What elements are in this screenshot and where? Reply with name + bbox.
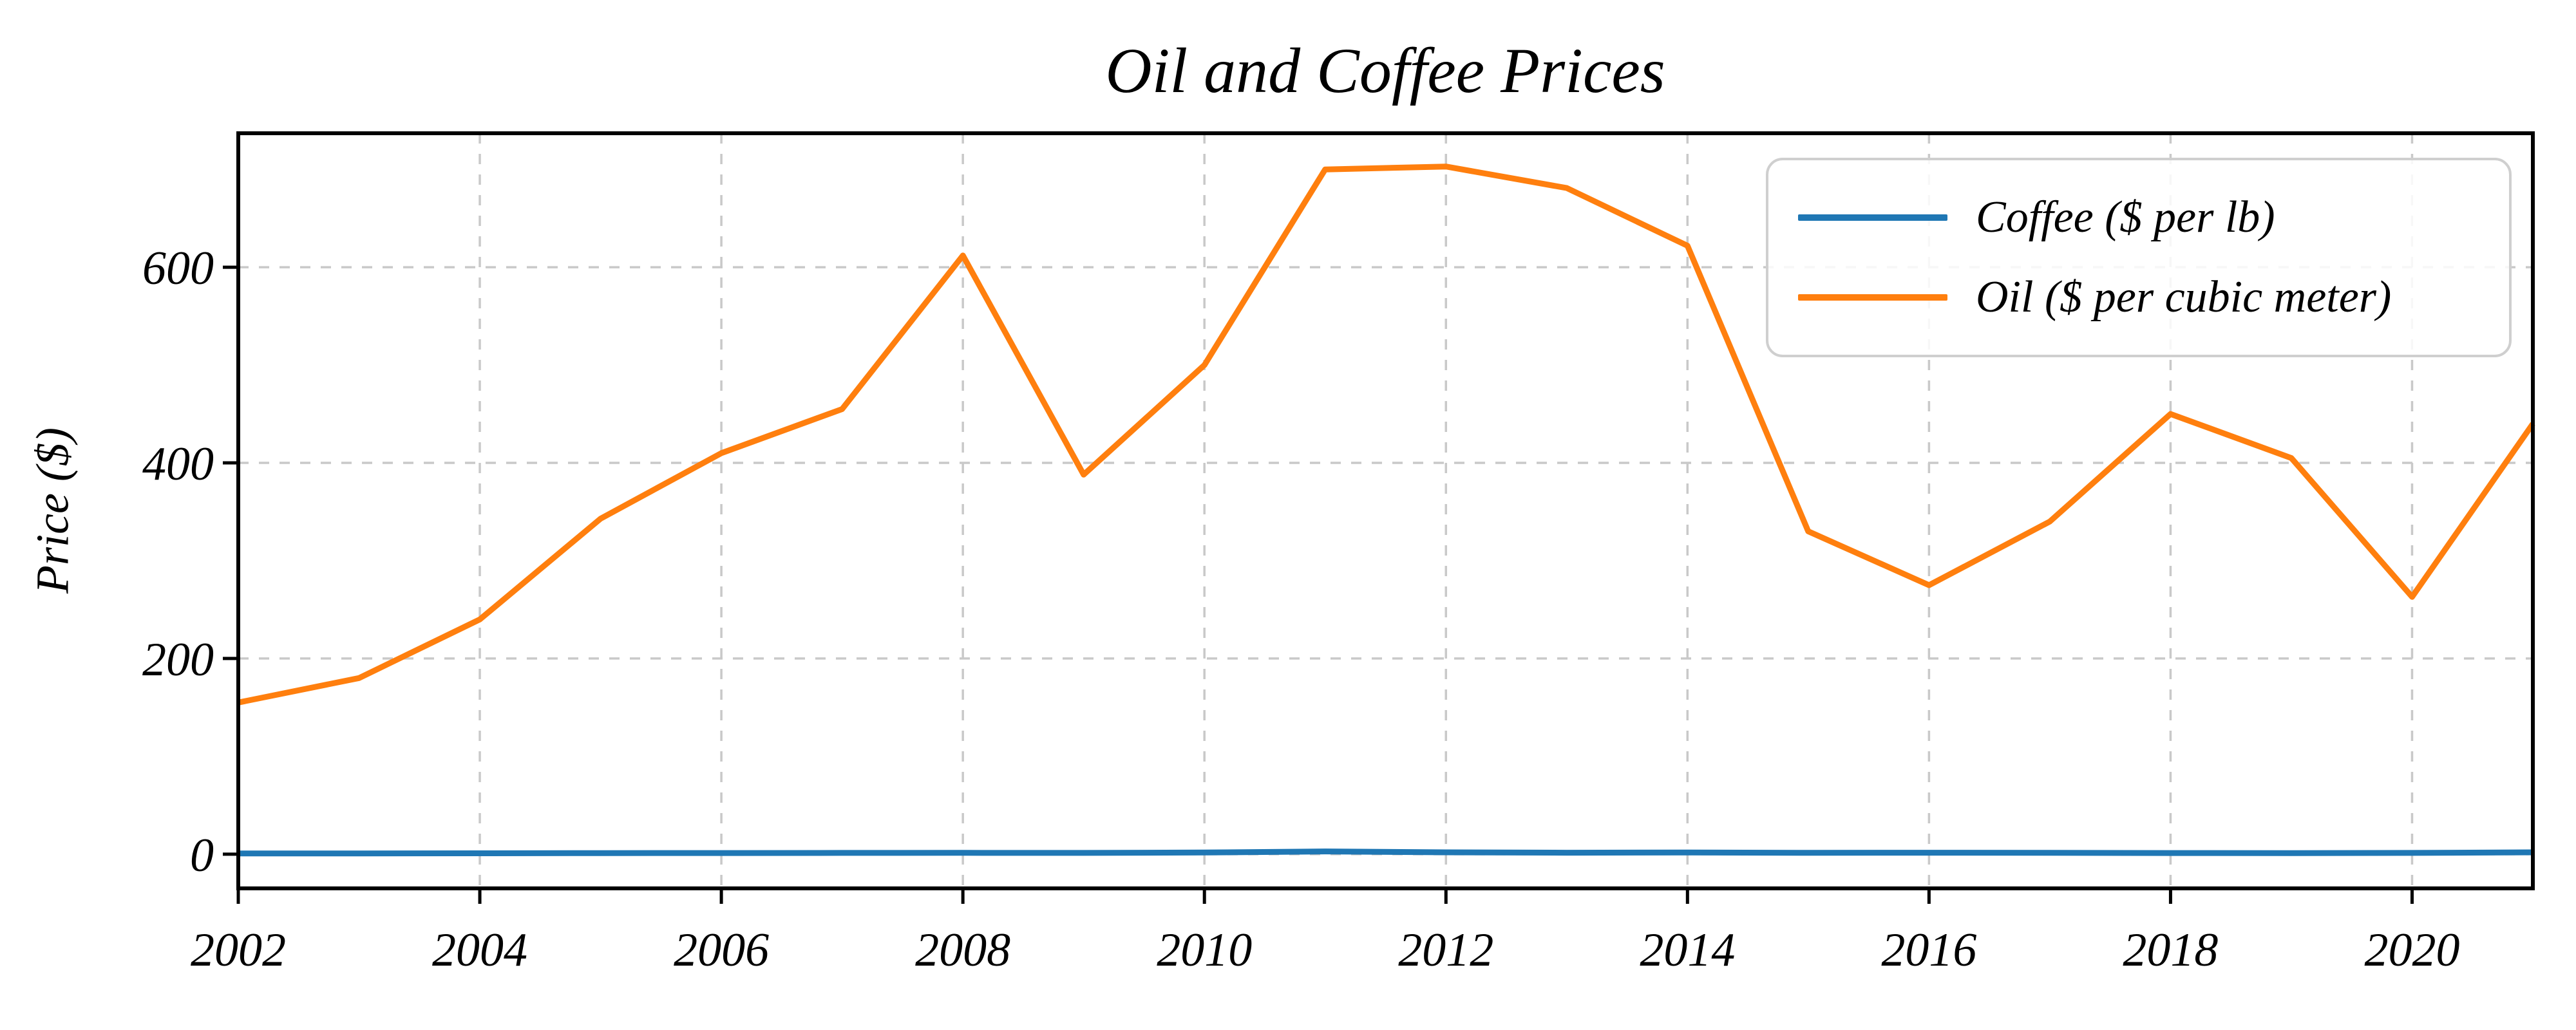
legend-item-coffee: Coffee ($ per lb) — [1798, 195, 2509, 240]
x-tick-label: 2012 — [1398, 924, 1493, 977]
x-tick-label: 2008 — [915, 924, 1010, 977]
axes-spines — [236, 131, 2535, 890]
x-tick-label: 2014 — [1640, 924, 1735, 977]
oil-line — [238, 164, 2535, 706]
x-tick-label: 2010 — [1157, 924, 1252, 977]
y-tick-label: 200 — [142, 633, 214, 686]
legend-label-oil: Oil ($ per cubic meter) — [1976, 272, 2392, 322]
coffee-line — [238, 848, 2533, 857]
x-tick-label: 2016 — [1881, 924, 1976, 977]
oil-line-swatch — [1798, 294, 1947, 301]
y-tick-label: 400 — [142, 438, 214, 491]
legend: Coffee ($ per lb) Oil ($ per cubic meter… — [1766, 158, 2512, 357]
y-tick-label: 600 — [142, 242, 214, 295]
x-tick-label: 2002 — [191, 924, 286, 977]
x-tick-label: 2018 — [2123, 924, 2218, 977]
x-tick-label: 2004 — [432, 924, 527, 977]
legend-label-coffee: Coffee ($ per lb) — [1976, 192, 2275, 242]
legend-item-oil: Oil ($ per cubic meter) — [1798, 275, 2509, 320]
chart-title: Oil and Coffee Prices — [1105, 35, 1665, 106]
coffee-line-swatch — [1798, 214, 1947, 221]
y-tick-label: 0 — [190, 829, 214, 882]
x-tick-label: 2020 — [2364, 924, 2459, 977]
x-tick-label: 2006 — [674, 924, 769, 977]
